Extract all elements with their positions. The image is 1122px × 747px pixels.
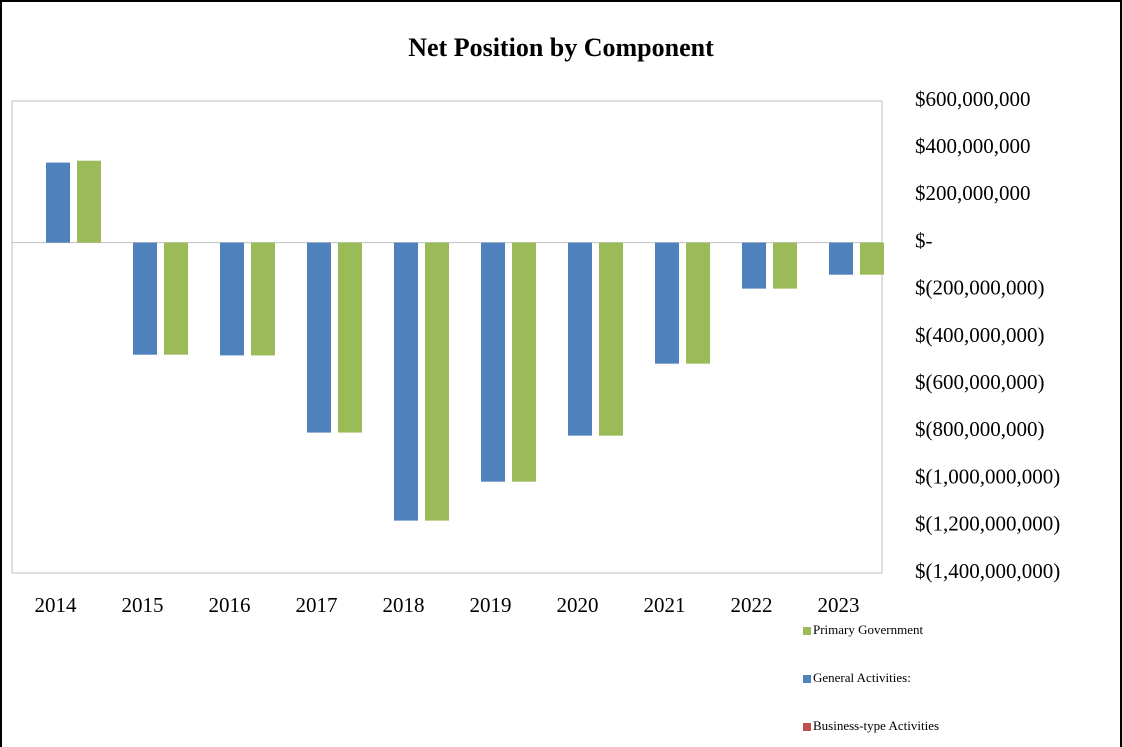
bar	[394, 242, 418, 521]
bar	[512, 242, 536, 482]
legend-label: Primary Government	[813, 622, 924, 637]
bar	[425, 242, 449, 521]
y-tick-label: $(1,400,000,000)	[915, 559, 1060, 583]
bar	[251, 242, 275, 356]
y-tick-label: $(600,000,000)	[915, 370, 1045, 394]
bar	[568, 242, 592, 436]
legend-swatch	[803, 627, 811, 635]
bar	[655, 242, 679, 364]
x-tick-label: 2019	[470, 593, 512, 617]
x-tick-label: 2018	[383, 593, 425, 617]
y-tick-label: $(400,000,000)	[915, 323, 1045, 347]
x-tick-label: 2014	[35, 593, 78, 617]
x-tick-label: 2017	[296, 593, 338, 617]
bar	[46, 162, 70, 243]
bar	[773, 242, 797, 289]
y-tick-label: $(200,000,000)	[915, 276, 1045, 300]
bar	[307, 242, 331, 433]
plot-area	[11, 100, 883, 574]
bar	[860, 242, 884, 275]
y-tick-label: $-	[915, 228, 933, 252]
bar	[686, 242, 710, 364]
x-tick-label: 2015	[122, 593, 164, 617]
legend-label: Business-type Activities	[813, 718, 939, 733]
bar	[164, 242, 188, 355]
bar	[829, 242, 853, 275]
x-tick-label: 2021	[644, 593, 686, 617]
bar	[599, 242, 623, 436]
chart-title: Net Position by Component	[408, 33, 714, 62]
x-tick-label: 2023	[818, 593, 860, 617]
legend-swatch	[803, 675, 811, 683]
y-tick-label: $(800,000,000)	[915, 417, 1045, 441]
y-tick-label: $600,000,000	[915, 87, 1031, 111]
bar	[77, 160, 101, 243]
bar	[220, 242, 244, 356]
legend-swatch	[803, 723, 811, 731]
y-tick-label: $400,000,000	[915, 134, 1031, 158]
y-tick-label: $(1,200,000,000)	[915, 512, 1060, 536]
y-tick-label: $200,000,000	[915, 181, 1031, 205]
bar	[133, 242, 157, 355]
bar	[742, 242, 766, 289]
x-tick-label: 2022	[731, 593, 773, 617]
y-tick-label: $(1,000,000,000)	[915, 464, 1060, 488]
bar	[481, 242, 505, 482]
x-tick-label: 2016	[209, 593, 251, 617]
x-tick-label: 2020	[557, 593, 599, 617]
legend-label: General Activities:	[813, 670, 911, 685]
bar	[338, 242, 362, 433]
